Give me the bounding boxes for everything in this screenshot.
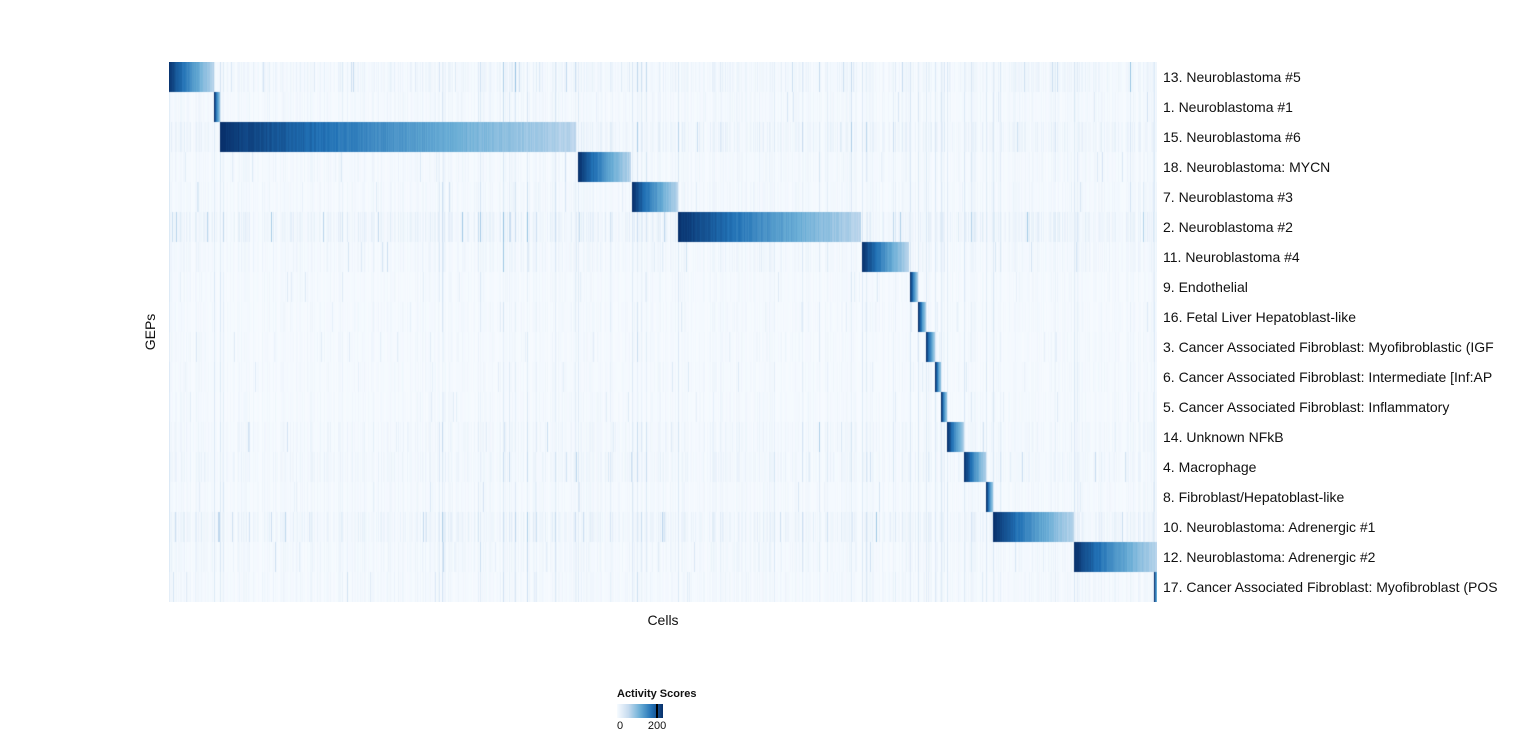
heatmap-canvas	[169, 62, 1157, 602]
row-label: 16. Fetal Liver Hepatoblast-like	[1163, 309, 1356, 325]
legend-tick-max-label: 200	[647, 720, 667, 732]
legend: Activity Scores 0 200	[617, 688, 757, 734]
x-axis-label: Cells	[647, 612, 679, 628]
row-label: 14. Unknown NFkB	[1163, 429, 1284, 445]
row-label: 8. Fibroblast/Hepatoblast-like	[1163, 489, 1345, 505]
row-label: 6. Cancer Associated Fibroblast: Interme…	[1163, 369, 1493, 385]
row-label: 5. Cancer Associated Fibroblast: Inflamm…	[1163, 399, 1450, 415]
row-label: 2. Neuroblastoma #2	[1163, 219, 1293, 235]
legend-colorbar	[617, 704, 663, 718]
legend-ticks: 0 200	[617, 720, 667, 734]
row-label: 12. Neuroblastoma: Adrenergic #2	[1163, 549, 1376, 565]
row-label: 1. Neuroblastoma #1	[1163, 99, 1293, 115]
legend-tick-mark	[656, 704, 659, 718]
legend-tick-min-label: 0	[617, 720, 624, 732]
row-label: 15. Neuroblastoma #6	[1163, 129, 1301, 145]
row-label: 9. Endothelial	[1163, 279, 1248, 295]
row-label: 10. Neuroblastoma: Adrenergic #1	[1163, 519, 1376, 535]
row-label: 18. Neuroblastoma: MYCN	[1163, 159, 1331, 175]
row-labels: 13. Neuroblastoma #5 1. Neuroblastoma #1 1…	[1163, 62, 1540, 602]
row-label: 17. Cancer Associated Fibroblast: Myofib…	[1163, 579, 1498, 595]
row-label: 13. Neuroblastoma #5	[1163, 69, 1301, 85]
y-axis-label: GEPs	[142, 313, 158, 351]
legend-title: Activity Scores	[617, 688, 697, 700]
row-label: 7. Neuroblastoma #3	[1163, 189, 1293, 205]
row-label: 11. Neuroblastoma #4	[1163, 249, 1300, 265]
row-label: 4. Macrophage	[1163, 459, 1257, 475]
row-label: 3. Cancer Associated Fibroblast: Myofibr…	[1163, 339, 1494, 355]
